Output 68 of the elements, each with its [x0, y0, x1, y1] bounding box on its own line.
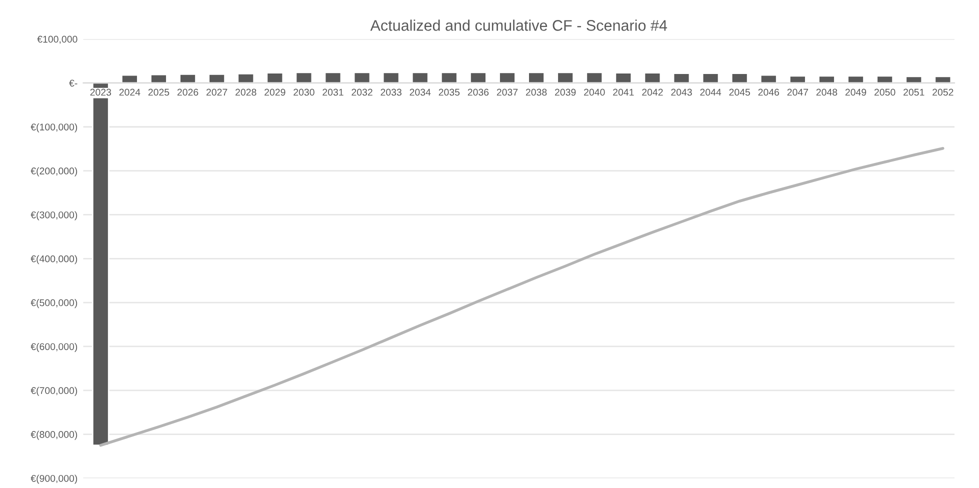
y-tick-label: €(400,000): [30, 255, 78, 264]
x-tick-label: 2040: [584, 88, 605, 96]
y-tick-label: €(600,000): [30, 342, 78, 352]
x-tick-label: 2039: [555, 88, 576, 96]
x-tick-label: 2045: [729, 88, 750, 96]
x-tick-label: 2051: [904, 88, 924, 96]
x-tick-label: 2044: [700, 88, 722, 96]
x-tick-label: 2034: [410, 88, 431, 96]
x-tick-label: 2031: [322, 88, 344, 96]
bar: [237, 73, 255, 84]
x-tick-label: 2025: [148, 88, 170, 96]
y-tick-label: €(700,000): [30, 386, 78, 396]
y-tick-label: €(300,000): [30, 211, 78, 220]
bar: [818, 75, 836, 84]
x-tick-label: 2042: [642, 88, 663, 96]
y-tick-label: €100,000: [37, 36, 78, 44]
bar: [644, 72, 662, 84]
bar: [266, 72, 284, 84]
x-tick-label: 2037: [496, 88, 518, 96]
bar: [876, 75, 894, 84]
x-tick-label: 2032: [352, 88, 372, 96]
bar: [92, 82, 110, 446]
x-tick-label: 2048: [816, 88, 838, 96]
bar: [730, 72, 748, 84]
bar: [295, 72, 313, 84]
x-tick-label: 2047: [787, 88, 808, 96]
x-tick-label: 2050: [874, 88, 896, 96]
bar: [614, 72, 632, 84]
bar: [208, 73, 226, 84]
x-tick-label: 2028: [236, 88, 256, 96]
y-tick-label: €(500,000): [30, 299, 78, 308]
bar: [586, 72, 604, 84]
x-tick-label: 2041: [613, 88, 634, 96]
bar: [382, 72, 400, 84]
x-tick-label: 2023: [90, 88, 112, 96]
x-tick-label: 2046: [758, 88, 780, 96]
bar: [528, 72, 545, 84]
x-tick-label: 2027: [206, 88, 228, 96]
bar: [789, 75, 806, 84]
x-tick-label: 2035: [438, 88, 460, 96]
bar: [353, 72, 371, 84]
bar: [470, 72, 487, 84]
bar: [440, 72, 458, 84]
bar: [324, 72, 342, 84]
chart-title: Actualized and cumulative CF - Scenario #4: [370, 20, 668, 31]
x-tick-label: 2043: [671, 88, 692, 96]
y-tick-label: €(200,000): [30, 167, 78, 176]
y-tick-label: €-: [69, 80, 78, 87]
bar: [556, 72, 574, 84]
y-tick-label: €(800,000): [30, 430, 78, 440]
bar: [498, 72, 516, 84]
x-tick-label: 2029: [264, 88, 286, 96]
x-tick-label: 2033: [380, 88, 402, 96]
bar: [411, 72, 429, 84]
bar: [905, 76, 923, 84]
bar: [847, 75, 864, 84]
x-tick-label: 2049: [845, 88, 866, 96]
x-tick-label: 2024: [119, 88, 140, 96]
y-tick-label: €(900,000): [30, 474, 78, 484]
x-tick-label: 2030: [294, 88, 314, 96]
x-tick-label: 2038: [526, 88, 547, 96]
bar: [179, 73, 196, 84]
x-tick-label: 2026: [177, 88, 198, 96]
y-tick-label: €(100,000): [30, 123, 78, 132]
x-tick-label: 2052: [932, 88, 954, 96]
bar: [934, 76, 952, 84]
x-tick-label: 2036: [468, 88, 489, 96]
line-series: [99, 147, 944, 447]
